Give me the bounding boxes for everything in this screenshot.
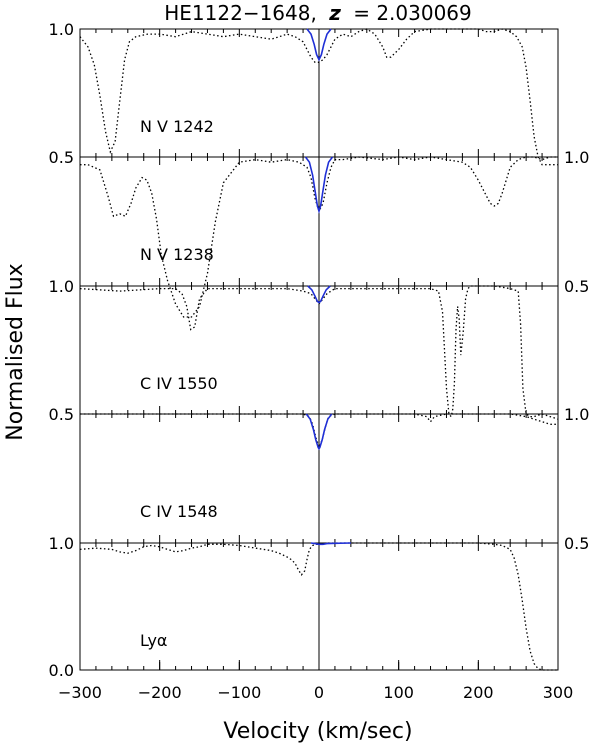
- x-axis-label: Velocity (km/sec): [223, 719, 412, 744]
- y-tick-label-left: 0.5: [49, 148, 74, 167]
- panel-label: N V 1238: [140, 245, 214, 264]
- y-tick-label-left: 1.0: [49, 277, 74, 296]
- model-fit-line: [304, 156, 334, 214]
- flux-data-line: [79, 28, 558, 166]
- panel-label: Lyα: [140, 631, 167, 650]
- y-axis-label: Normalised Flux: [3, 263, 28, 440]
- y-tick-label-left: 0.5: [49, 405, 74, 424]
- y-tick-label-left: 1.0: [49, 534, 74, 553]
- x-tick-label: 0: [314, 683, 324, 702]
- panel-label: N V 1242: [140, 117, 214, 136]
- panels-group: 1.0 0.5 N V 1242 1.0 0.5 N V 1238 1.0 0.5 C IV 1…: [49, 20, 590, 680]
- x-tick-label: 100: [383, 683, 414, 702]
- model-fit-line: [305, 413, 333, 451]
- panel-5: 1.0 0.0 Lyα: [49, 534, 559, 680]
- panel-label: C IV 1548: [140, 502, 218, 521]
- x-tick-label: 200: [463, 683, 494, 702]
- x-axis: −300 −200 −100 0 100 200 300: [58, 660, 573, 702]
- model-fit-line: [310, 542, 351, 546]
- chart-title: HE1122−1648, z = 2.030069: [164, 1, 472, 25]
- title-z-symbol: z: [328, 1, 341, 25]
- flux-data-line: [79, 542, 558, 671]
- x-tick-label: 300: [543, 683, 574, 702]
- x-tick-label: −200: [138, 683, 182, 702]
- panel-1: 1.0 0.5 N V 1242: [49, 20, 559, 167]
- x-tick-label: −100: [217, 683, 261, 702]
- panel-3: 1.0 0.5 C IV 1550: [49, 277, 559, 424]
- y-tick-label-right: 0.5: [564, 277, 589, 296]
- model-fit-line: [307, 285, 331, 304]
- model-fit-line: [306, 28, 332, 62]
- y-tick-label-right: 0.5: [564, 534, 589, 553]
- title-object: HE1122−1648,: [164, 1, 317, 25]
- panel-2: 1.0 0.5 N V 1238: [79, 148, 589, 318]
- y-tick-label-right: 1.0: [564, 148, 589, 167]
- y-tick-label-left: 0.0: [49, 661, 74, 680]
- y-tick-label-left: 1.0: [49, 20, 74, 39]
- title-z-value: = 2.030069: [353, 1, 472, 25]
- y-tick-label-right: 1.0: [564, 405, 589, 424]
- panel-label: C IV 1550: [140, 374, 218, 393]
- panel-4: 1.0 0.5 C IV 1548: [79, 405, 589, 553]
- x-tick-label: −300: [58, 683, 102, 702]
